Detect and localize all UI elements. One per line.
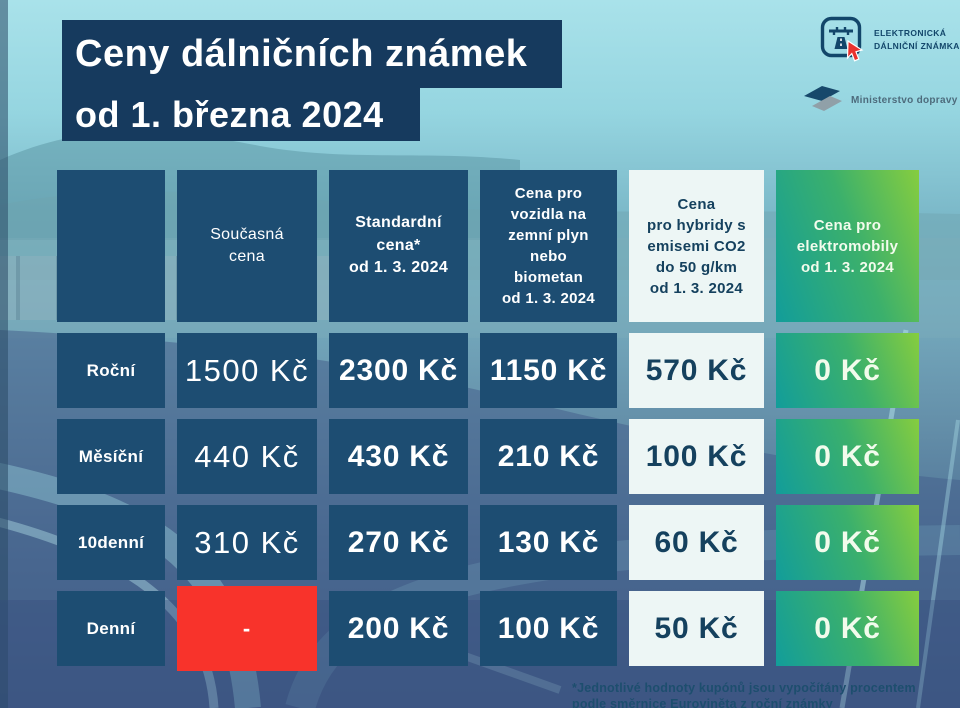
cell-daily-standard: 200 Kč [329,591,468,666]
cell-monthly-ev: 0 Kč [776,419,919,494]
row-label-annual: Roční [57,333,165,408]
cell-annual-current: 1500 Kč [177,333,317,408]
cell-monthly-cng: 210 Kč [480,419,617,494]
footnote: *Jednotlivé hodnoty kupónů jsou vypočítá… [572,680,952,708]
header-current-price: Současná cena [177,170,317,322]
header-cng-biomethane-price: Cena pro vozidla na zemní plyn nebo biom… [480,170,617,322]
ministry-logo-icon [804,86,842,111]
header-ev-price: Cena pro elektromobily od 1. 3. 2024 [776,170,919,322]
cell-monthly-current: 440 Kč [177,419,317,494]
price-table: Současná cena Standardní cena* od 1. 3. … [57,170,919,671]
header-hybrid-price: Cena pro hybridy s emisemi CO2 do 50 g/k… [629,170,764,322]
cell-daily-current: - [177,586,317,671]
cell-10day-standard: 270 Kč [329,505,468,580]
cell-10day-hybrid: 60 Kč [629,505,764,580]
row-label-daily: Denní [57,591,165,666]
header-standard-price: Standardní cena* od 1. 3. 2024 [329,170,468,322]
corner-header [57,170,165,322]
cell-annual-standard: 2300 Kč [329,333,468,408]
cell-10day-ev: 0 Kč [776,505,919,580]
footnote-line2: podle směrnice Euroviněta z roční známky [572,697,833,708]
row-label-10day: 10denní [57,505,165,580]
cell-10day-cng: 130 Kč [480,505,617,580]
row-label-monthly: Měsíční [57,419,165,494]
cell-monthly-standard: 430 Kč [329,419,468,494]
cell-monthly-hybrid: 100 Kč [629,419,764,494]
ministry-logo-label: Ministerstvo dopravy [851,94,958,106]
cell-annual-ev: 0 Kč [776,333,919,408]
vignette-logo-icon [820,16,864,62]
cell-daily-cng: 100 Kč [480,591,617,666]
page-title: Ceny dálničních známek [62,20,562,88]
page-subtitle: od 1. března 2024 [62,88,420,141]
cell-annual-cng: 1150 Kč [480,333,617,408]
cell-daily-ev: 0 Kč [776,591,919,666]
cell-annual-hybrid: 570 Kč [629,333,764,408]
edz-logo: ELEKTRONICKÁ DÁLNIČNÍ ZNÁMKA [820,16,960,64]
edz-logo-label: ELEKTRONICKÁ DÁLNIČNÍ ZNÁMKA [874,28,960,51]
ministry-logo: Ministerstvo dopravy [802,82,958,118]
footnote-line1: *Jednotlivé hodnoty kupónů jsou vypočítá… [572,681,916,695]
cell-daily-hybrid: 50 Kč [629,591,764,666]
cell-10day-current: 310 Kč [177,505,317,580]
